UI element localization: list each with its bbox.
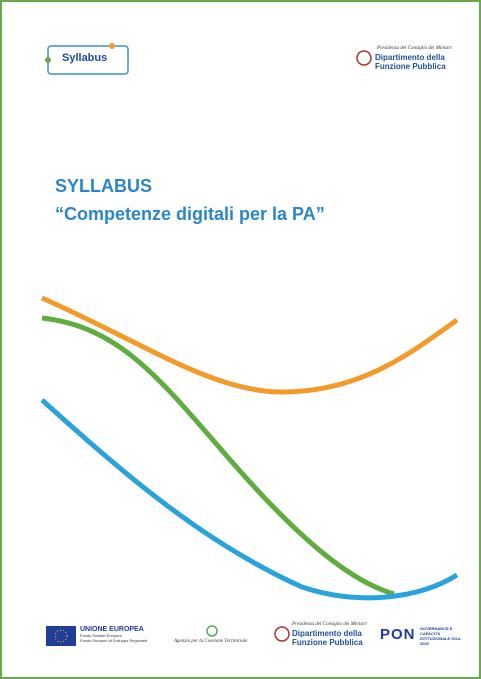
logo-text: Syllabus xyxy=(62,52,107,64)
title-line: “Competenze digitali per la PA” xyxy=(55,204,325,225)
department-line: Funzione Pubblica xyxy=(375,62,446,71)
emblem xyxy=(275,627,289,641)
eu-name: UNIONE EUROPEA xyxy=(80,626,147,633)
eu-block: UNIONE EUROPEA Fondo Sociale Europeo Fon… xyxy=(80,626,147,643)
emblem xyxy=(357,51,371,65)
department-line: Dipartimento della xyxy=(375,53,445,62)
presidency: Presidenza del Consiglio dei Ministri xyxy=(377,46,452,51)
emblem xyxy=(207,626,217,636)
green-curve xyxy=(42,318,394,594)
logo-dot xyxy=(45,57,51,63)
decoration xyxy=(2,2,479,677)
cover-page: Syllabus Presidenza del Consiglio dei Mi… xyxy=(0,0,481,679)
blue-curve xyxy=(42,400,457,598)
pon-desc: GOVERNANCE E CAPACITÀ ISTITUZIONALE 2014… xyxy=(420,626,462,646)
title-line: SYLLABUS xyxy=(55,176,152,197)
orange-curve xyxy=(42,298,457,392)
logo-dot xyxy=(109,43,115,49)
department-line: Dipartimento della xyxy=(292,629,362,638)
eu-fund: Fondo Europeo di Sviluppo Regionale xyxy=(80,638,147,643)
presidency: Presidenza del Consiglio dei Ministri xyxy=(292,622,367,627)
eu-flag xyxy=(46,626,76,646)
agency: Agenzia per la Coesione Territoriale xyxy=(174,639,247,644)
department-line: Funzione Pubblica xyxy=(292,638,363,647)
pon-logo: PON xyxy=(380,626,416,643)
